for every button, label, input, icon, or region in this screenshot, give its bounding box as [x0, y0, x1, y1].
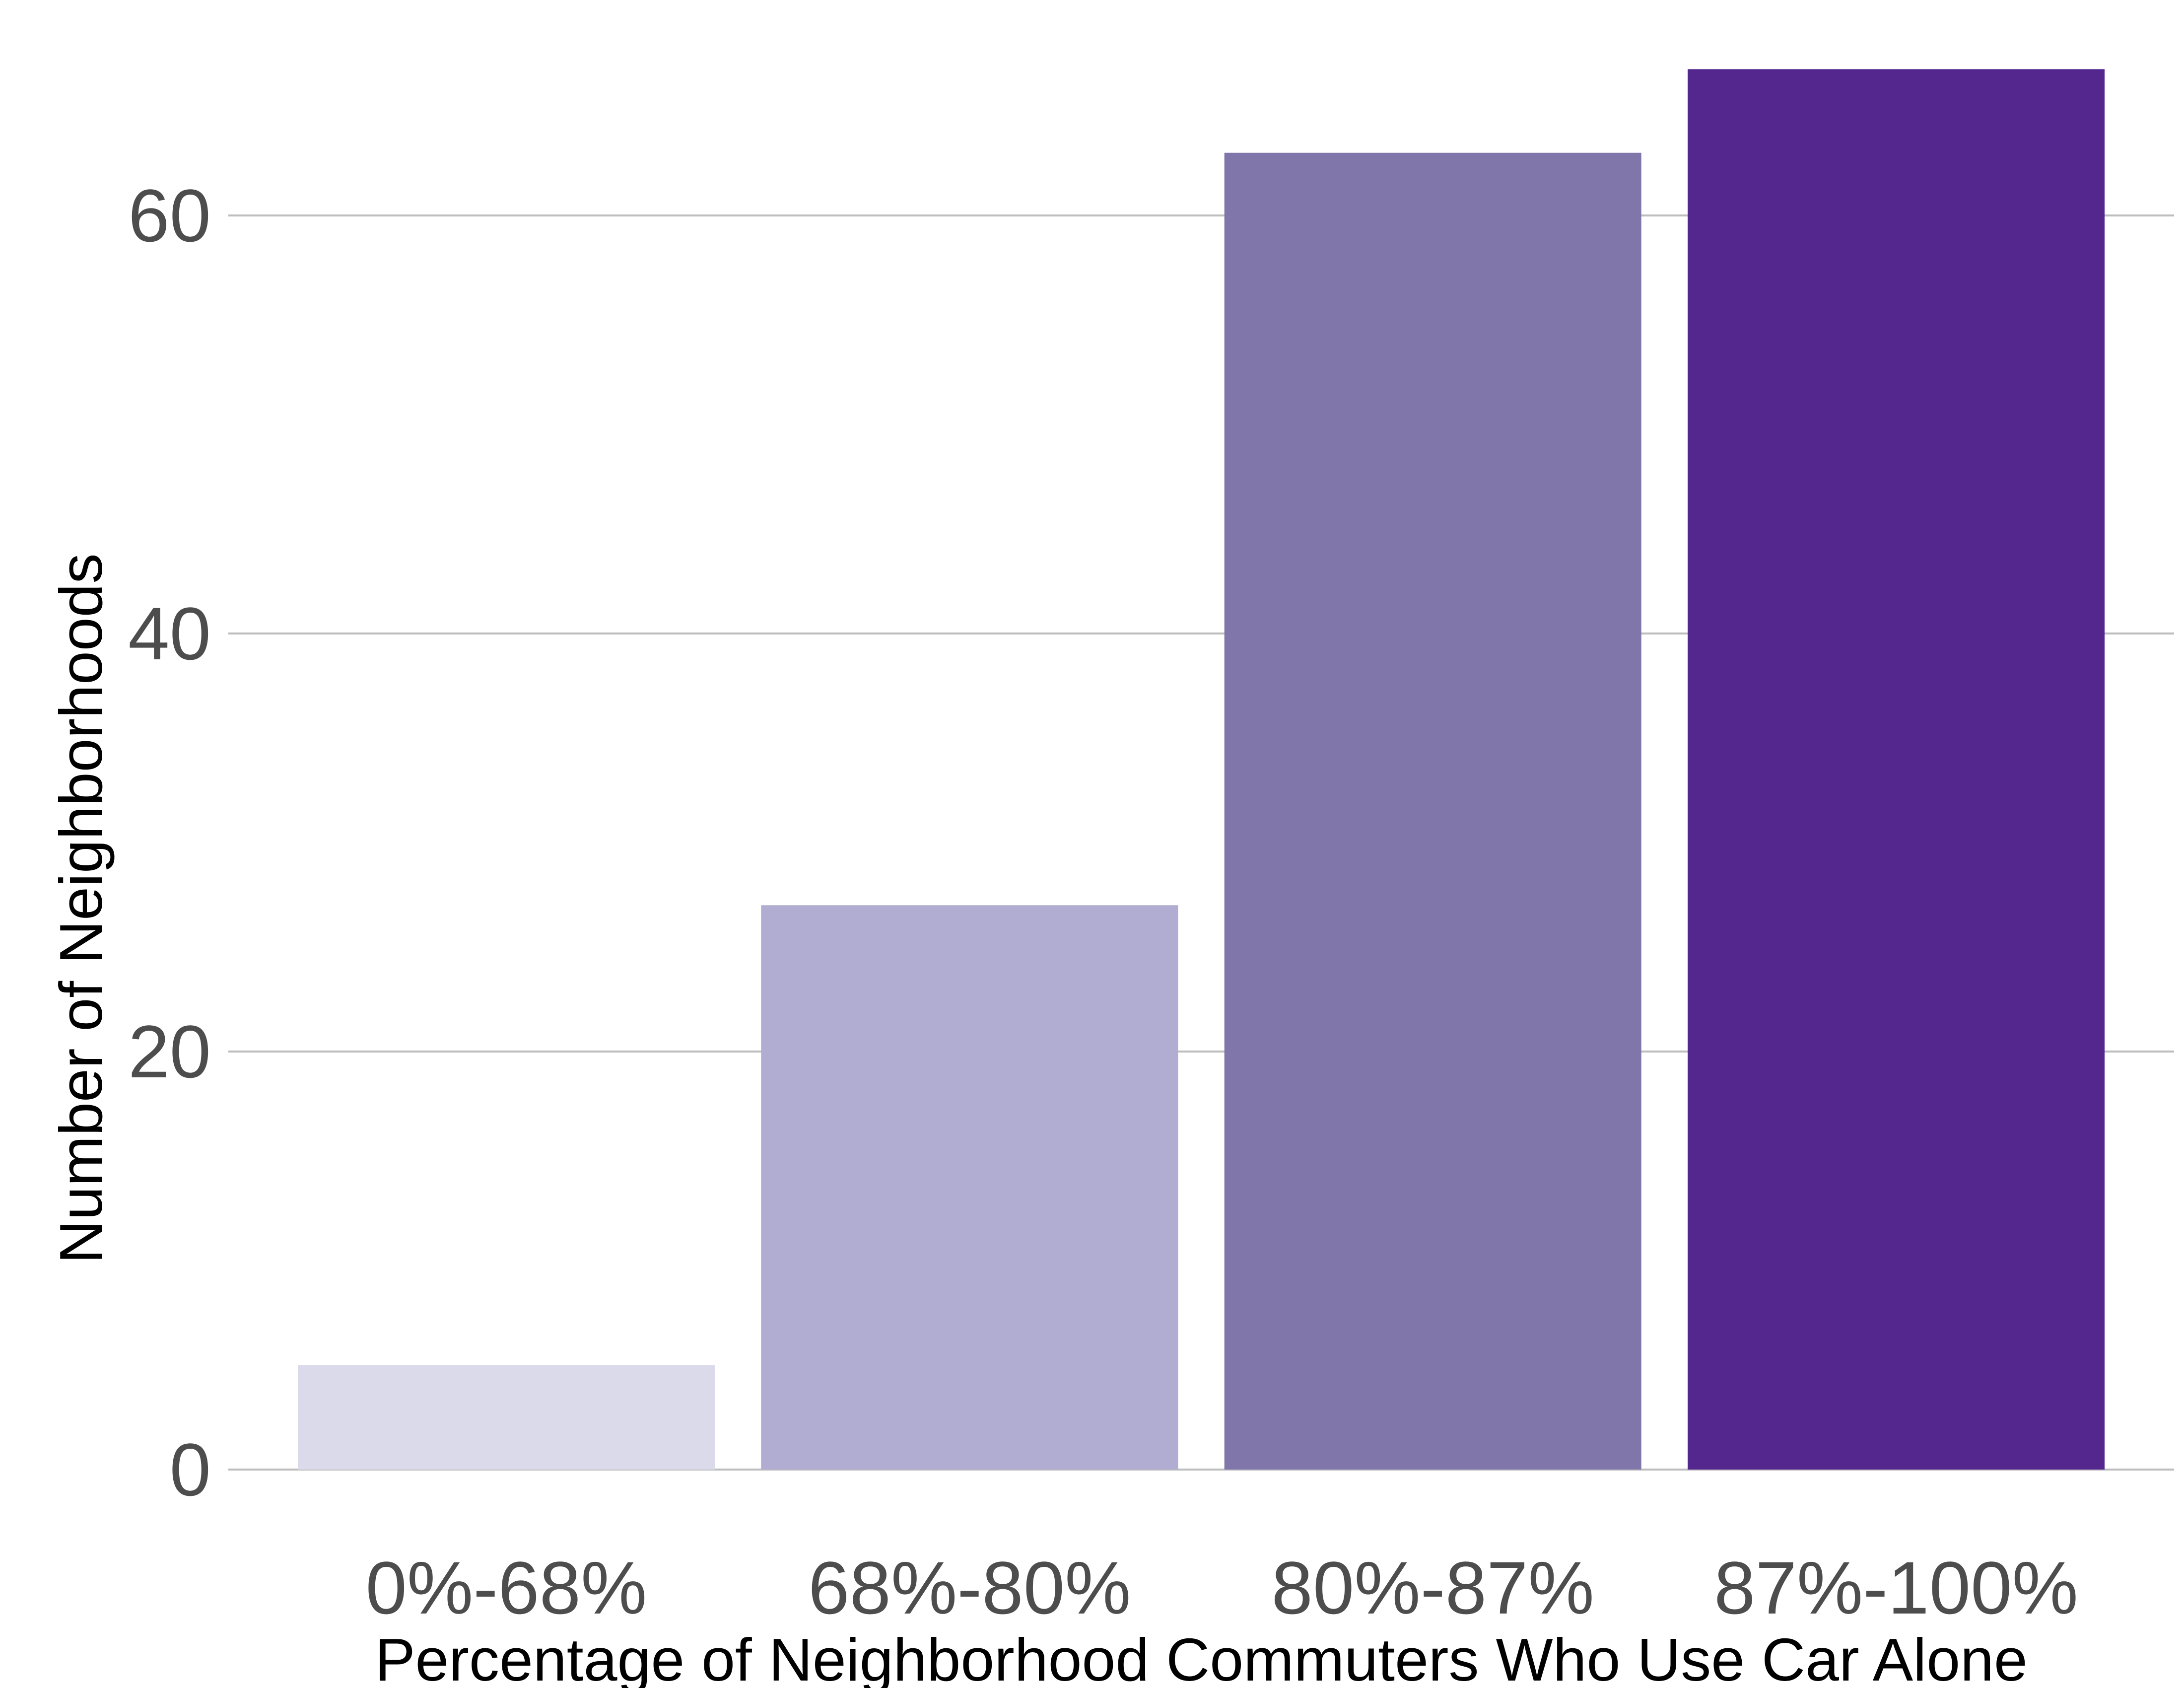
x-tick-labels: 0%-68% 68%-80% 80%-87% 87%-100%	[366, 1546, 2078, 1629]
y-tick-label: 40	[128, 592, 211, 675]
bars	[298, 69, 2105, 1470]
x-tick-label: 0%-68%	[366, 1546, 647, 1629]
y-tick-label: 60	[128, 174, 211, 257]
bar-1	[298, 1365, 715, 1470]
bar-2	[761, 905, 1178, 1470]
y-tick-label: 0	[170, 1428, 211, 1511]
bar-3	[1224, 152, 1641, 1470]
x-axis-title: Percentage of Neighborhood Commuters Who…	[375, 1626, 2028, 1688]
y-axis-title: Number of Neighborhoods	[47, 554, 115, 1264]
bar-4	[1688, 69, 2105, 1470]
x-tick-label: 68%-80%	[808, 1546, 1131, 1629]
x-tick-label: 80%-87%	[1271, 1546, 1594, 1629]
y-tick-labels: 0 20 40 60	[128, 174, 211, 1511]
y-tick-label: 20	[128, 1010, 211, 1093]
x-tick-label: 87%-100%	[1714, 1546, 2078, 1629]
